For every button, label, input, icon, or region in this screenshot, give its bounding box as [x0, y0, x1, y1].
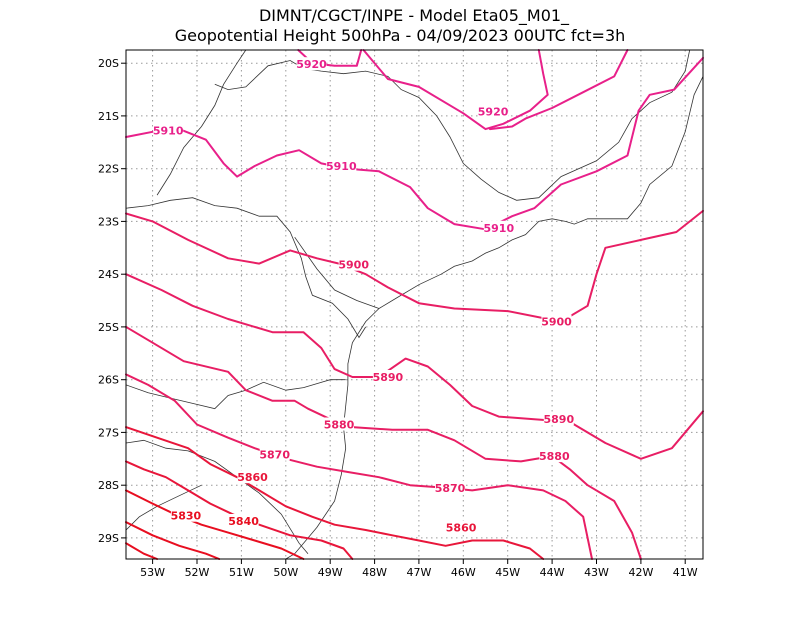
contour-label-bg [228, 514, 259, 527]
lon-tick-label: 48W [362, 566, 387, 579]
contour-label-bg [478, 104, 509, 118]
contour-5910 [125, 56, 704, 231]
contour-label-bg [259, 447, 290, 461]
state-border [125, 439, 309, 554]
lon-tick-label: 43W [584, 566, 609, 579]
map-frame [125, 49, 704, 560]
contour-label-bg [446, 520, 477, 534]
contour-5920 [362, 49, 549, 131]
lon-tick-label: 49W [318, 566, 343, 579]
title-line-2: Geopotential Height 500hPa - 04/09/2023 … [175, 26, 626, 45]
lat-tick-label: 23S [98, 215, 119, 228]
state-border [125, 197, 367, 339]
contour-label: 5880 [324, 419, 355, 432]
coastline [378, 76, 704, 309]
lat-tick-label: 22S [98, 163, 119, 176]
contour-label: 5890 [373, 371, 404, 384]
contour-label-bg [338, 257, 369, 271]
contour-label-bg [435, 480, 465, 494]
lat-tick-label: 29S [98, 532, 119, 545]
contour-labels: 5920 5920 5910 5910 5910 5900 5900 5890 5890 5880… [153, 57, 574, 534]
state-border [294, 236, 380, 309]
lon-tick-label: 53W [140, 566, 165, 579]
longitude-axis: 53W 52W 51W 50W 49W 48W 47W 46W 45W 44W 43W 42W 41W [140, 559, 698, 579]
contour-label-bg [170, 508, 201, 522]
lat-tick-label: 21S [98, 110, 119, 123]
contour-5870 [125, 373, 593, 560]
latitude-axis: 20S 21S 22S 23S 24S 25S 26S 27S 28S 29S [98, 57, 126, 545]
lon-tick-label: 51W [229, 566, 254, 579]
contour-label: 5880 [539, 450, 570, 463]
state-border [214, 49, 691, 201]
contour-label: 5910 [483, 222, 514, 235]
lon-tick-label: 44W [540, 566, 565, 579]
lon-tick-label: 50W [273, 566, 298, 579]
lat-tick-label: 20S [98, 57, 119, 70]
contour-label-bg [372, 370, 403, 383]
contour-label: 5870 [259, 449, 290, 462]
height-contours [125, 49, 704, 560]
contour-label-bg [324, 417, 354, 431]
contour-5830 [125, 521, 221, 560]
lat-lon-grid [126, 50, 703, 559]
contour-5840 [125, 489, 305, 560]
lat-tick-label: 25S [98, 321, 119, 334]
contour-label: 5860 [237, 471, 268, 484]
contour-label: 5910 [326, 160, 357, 173]
title-line-1: DIMNT/CGCT/INPE - Model Eta05_M01_ [259, 6, 570, 26]
contour-label: 5860 [446, 521, 477, 534]
contour-5860 [125, 426, 545, 560]
state-border [156, 49, 247, 196]
lon-tick-label: 42W [628, 566, 653, 579]
contour-5890 [125, 273, 704, 460]
contour-5900 [125, 209, 704, 323]
contour-label-bg [539, 449, 570, 463]
contour-5920 [489, 49, 629, 131]
contour-5880 [125, 325, 642, 560]
contour-label: 5900 [338, 259, 369, 272]
contour-label: 5830 [171, 510, 202, 523]
contour-5820 [125, 542, 159, 560]
lat-tick-label: 27S [98, 426, 119, 439]
coastline [285, 308, 380, 560]
contour-label: 5840 [228, 515, 259, 528]
contour-label-bg [326, 159, 357, 172]
contour-label-bg [541, 314, 572, 328]
contour-label-bg [483, 220, 514, 234]
contour-label-bg [296, 57, 327, 71]
contour-label-bg [153, 123, 184, 137]
contour-label: 5900 [541, 316, 572, 329]
contour-label-bg [237, 470, 268, 484]
contour-label-bg [543, 412, 574, 426]
contour-label: 5870 [435, 482, 466, 495]
state-border [125, 379, 346, 410]
lat-tick-label: 28S [98, 479, 119, 492]
lat-tick-label: 24S [98, 268, 119, 281]
contour-label: 5920 [478, 106, 509, 119]
contour-label: 5890 [543, 413, 574, 426]
contour-label: 5910 [153, 125, 184, 138]
lon-tick-label: 52W [185, 566, 210, 579]
lon-tick-label: 45W [495, 566, 520, 579]
coastlines-and-borders [125, 49, 704, 560]
lon-tick-label: 47W [406, 566, 431, 579]
lat-tick-label: 26S [98, 374, 119, 387]
lon-tick-label: 41W [673, 566, 698, 579]
lon-tick-label: 46W [451, 566, 476, 579]
contour-label: 5920 [296, 58, 327, 71]
